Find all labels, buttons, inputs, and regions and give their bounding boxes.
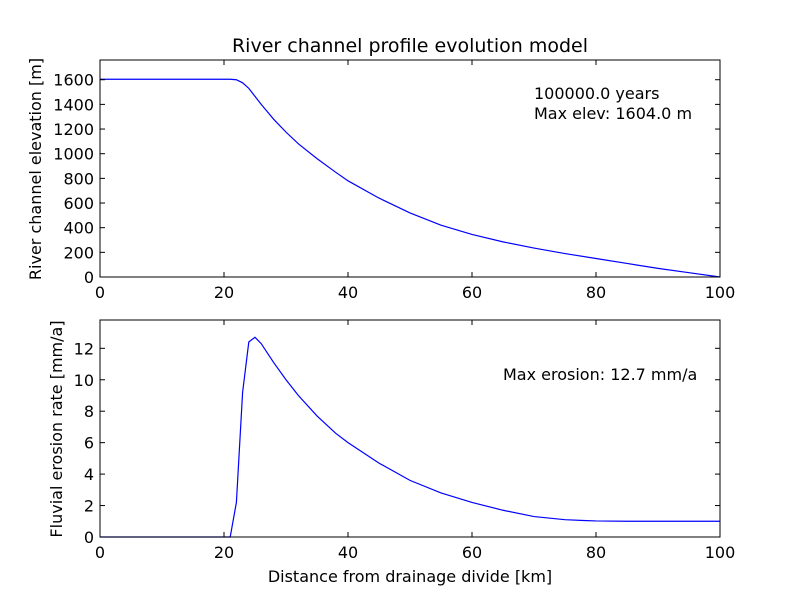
- erosion-y-tick-label: 8: [84, 402, 94, 421]
- elevation-y-tick-label: 1200: [53, 120, 94, 139]
- distance-x-axis-label: Distance from drainage divide [km]: [268, 567, 552, 586]
- elapsed-time-annotation: 100000.0 years: [534, 84, 659, 103]
- elevation-series-line: [100, 78, 721, 278]
- erosion-x-tick-label: 40: [338, 543, 358, 562]
- erosion-x-tick-label: 20: [214, 543, 234, 562]
- chart-title: River channel profile evolution model: [232, 35, 588, 57]
- erosion-panel: Fluvial erosion rate [mm/a] Distance fro…: [47, 319, 736, 586]
- erosion-x-tick-label: 80: [586, 543, 606, 562]
- elevation-x-tick-label: 40: [338, 283, 358, 302]
- elevation-x-tick-label: 20: [214, 283, 234, 302]
- elevation-y-tick-label: 1000: [53, 145, 94, 164]
- elevation-x-tick-label: 0: [95, 283, 105, 302]
- erosion-axes-frame: [99, 319, 721, 538]
- elevation-y-tick-label: 0: [84, 268, 94, 287]
- erosion-x-tick-label: 0: [95, 543, 105, 562]
- erosion-y-tick-label: 2: [84, 497, 94, 516]
- elevation-y-tick-label: 400: [63, 219, 94, 238]
- erosion-y-tick-label: 12: [74, 339, 94, 358]
- elevation-y-tick-label: 600: [63, 194, 94, 213]
- erosion-y-tick-label: 0: [84, 528, 94, 547]
- max-erosion-annotation: Max erosion: 12.7 mm/a: [503, 365, 697, 384]
- elevation-axes-frame: [99, 59, 721, 278]
- erosion-y-tick-label: 6: [84, 434, 94, 453]
- elevation-y-tick-label: 800: [63, 169, 94, 188]
- erosion-y-tick-label: 4: [84, 465, 94, 484]
- elevation-x-tick-label: 60: [462, 283, 482, 302]
- max-elevation-annotation: Max elev: 1604.0 m: [534, 104, 692, 123]
- erosion-y-tick-label: 10: [74, 371, 94, 390]
- elevation-panel: River channel profile evolution model Ri…: [26, 35, 735, 302]
- elevation-y-tick-label: 1600: [53, 71, 94, 90]
- elevation-y-tick-label: 200: [63, 243, 94, 262]
- erosion-x-tick-label: 60: [462, 543, 482, 562]
- erosion-x-tick-label: 100: [705, 543, 736, 562]
- elevation-x-tick-label: 80: [586, 283, 606, 302]
- elevation-y-axis-label: River channel elevation [m]: [26, 58, 45, 280]
- elevation-x-tick-label: 100: [705, 283, 736, 302]
- elevation-y-tick-label: 1400: [53, 95, 94, 114]
- erosion-y-axis-label: Fluvial erosion rate [mm/a]: [47, 320, 66, 537]
